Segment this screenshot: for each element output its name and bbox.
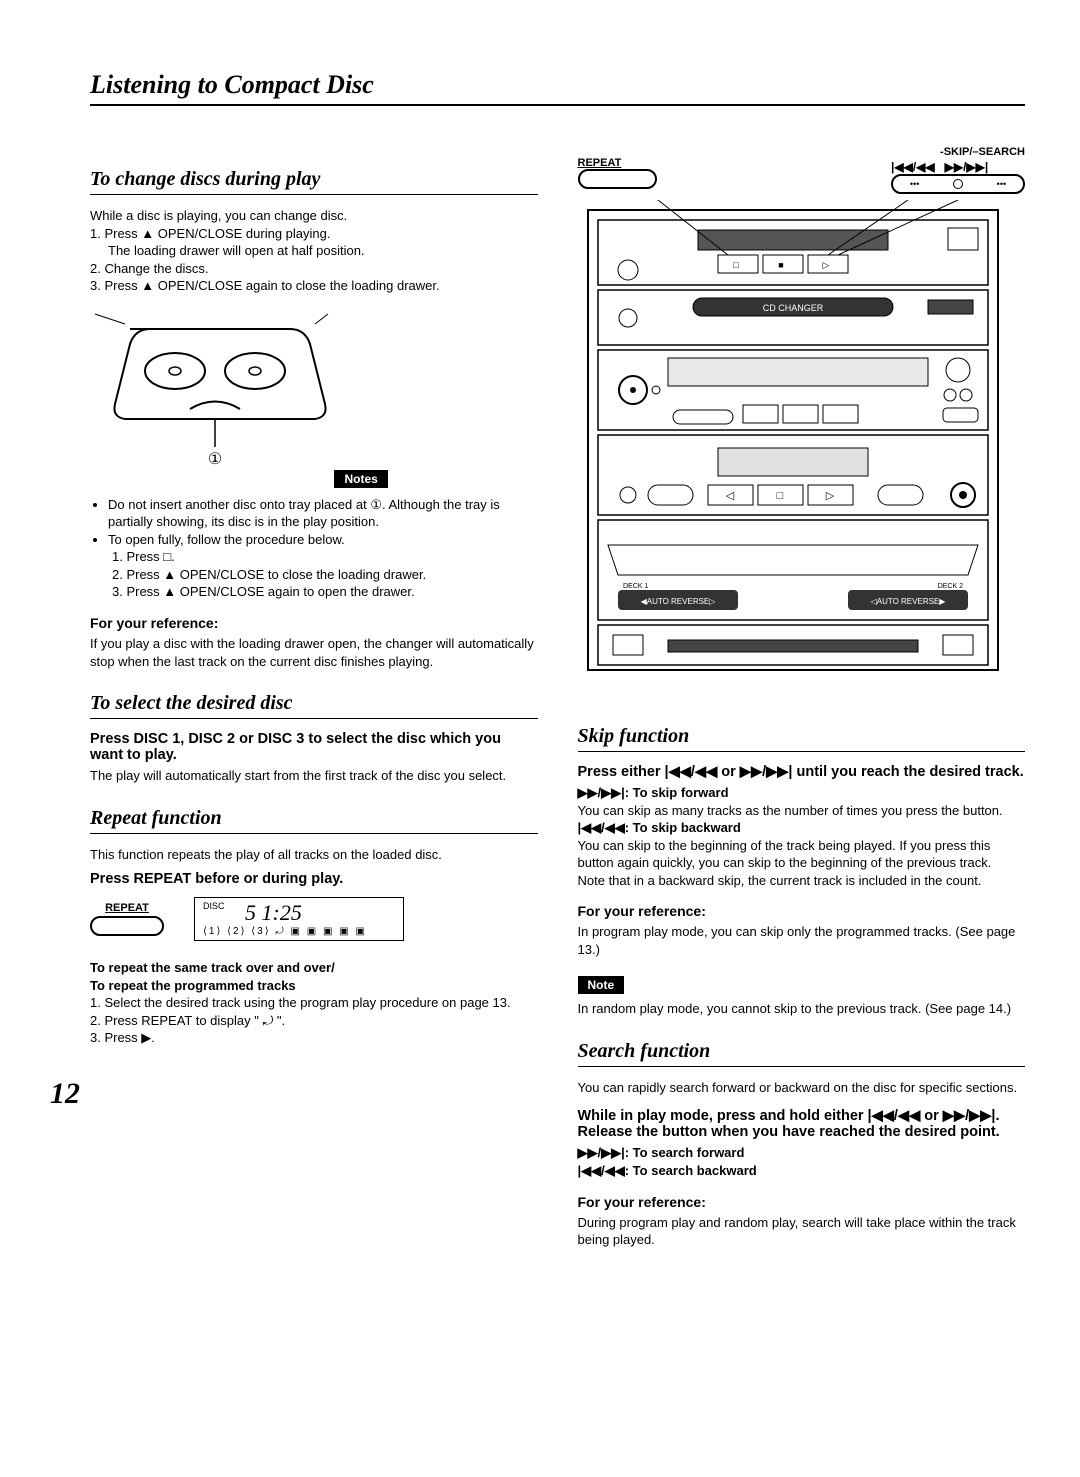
note-sub: 3. Press ▲ OPEN/CLOSE again to open the …: [112, 583, 538, 601]
heading-repeat: Repeat function: [90, 807, 538, 834]
dots-icon: •••: [910, 179, 919, 189]
text: If you play a disc with the loading draw…: [90, 635, 538, 670]
text: In program play mode, you can skip only …: [578, 923, 1026, 958]
heading-skip: Skip function: [578, 725, 1026, 752]
notes-label: Notes: [334, 470, 387, 488]
label: ▶▶/▶▶|: To search forward: [578, 1144, 1026, 1162]
text: You can skip to the beginning of the tra…: [578, 837, 1026, 872]
label: ▶▶/▶▶|: To skip forward: [578, 784, 1026, 802]
svg-text:◁AUTO REVERSE▶: ◁AUTO REVERSE▶: [870, 597, 946, 606]
text: You can rapidly search forward or backwa…: [578, 1079, 1026, 1097]
text: During program play and random play, sea…: [578, 1214, 1026, 1249]
svg-text:□: □: [733, 260, 739, 270]
sub-heading: To repeat the same track over and over/: [90, 959, 538, 977]
text: Note that in a backward skip, the curren…: [578, 872, 1026, 890]
step: 2. Press REPEAT to display " ⤾ ".: [90, 1012, 538, 1030]
top-button-row: REPEAT -SKIP/–SEARCH |◀◀/◀◀ ▶▶/▶▶| ••• •…: [578, 146, 1026, 194]
svg-text:DECK 1: DECK 1: [623, 583, 648, 590]
skip-search-label: -SKIP/–SEARCH: [891, 146, 1025, 158]
instruction: Press DISC 1, DISC 2 or DISC 3 to select…: [90, 731, 538, 763]
dots-icon: •••: [997, 179, 1006, 189]
ref-heading: For your reference:: [578, 903, 1026, 919]
note-sub: 1. Press □.: [112, 548, 538, 566]
left-column: To change discs during play While a disc…: [90, 146, 538, 1249]
circle-one: ①: [208, 451, 222, 468]
step: 2. Change the discs.: [90, 260, 538, 278]
repeat-label: REPEAT: [578, 157, 657, 169]
lcd-digits: 5 1:25: [245, 900, 302, 926]
page-title: Listening to Compact Disc: [90, 70, 1025, 106]
instruction: While in play mode, press and hold eithe…: [578, 1108, 1026, 1140]
note-item: To open fully, follow the procedure belo…: [108, 531, 538, 601]
label: |◀◀/◀◀: To skip backward: [578, 819, 1026, 837]
lcd-icons: ⟨1⟩ ⟨2⟩ ⟨3⟩ ⤾ ▣ ▣ ▣ ▣ ▣: [203, 926, 367, 937]
svg-text:▷: ▷: [822, 260, 829, 270]
svg-text:◀AUTO REVERSE▷: ◀AUTO REVERSE▷: [640, 597, 716, 606]
svg-text:■: ■: [778, 260, 783, 270]
sub-heading: To repeat the programmed tracks: [90, 977, 538, 995]
text: In random play mode, you cannot skip to …: [578, 1000, 1026, 1018]
stereo-system-figure: □ ■ ▷ CD CHANGER: [578, 200, 1008, 680]
heading-search: Search function: [578, 1040, 1026, 1067]
note-sub: 2. Press ▲ OPEN/CLOSE to close the loadi…: [112, 566, 538, 584]
note-item: Do not insert another disc onto tray pla…: [108, 496, 538, 531]
instruction: Press either |◀◀/◀◀ or ▶▶/▶▶| until you …: [578, 764, 1026, 780]
repeat-button-figure: REPEAT: [90, 902, 164, 936]
ref-heading: For your reference:: [90, 615, 538, 631]
label: |◀◀/◀◀: To search backward: [578, 1162, 1026, 1180]
step: 1. Select the desired track using the pr…: [90, 994, 538, 1012]
step: 1. Press ▲ OPEN/CLOSE during playing.: [90, 225, 538, 243]
page-number: 12: [50, 1077, 538, 1111]
right-column: REPEAT -SKIP/–SEARCH |◀◀/◀◀ ▶▶/▶▶| ••• •…: [578, 146, 1026, 1249]
step: 3. Press ▲ OPEN/CLOSE again to close the…: [90, 277, 538, 295]
svg-text:▷: ▷: [825, 490, 834, 502]
svg-text:◁: ◁: [725, 490, 734, 502]
heading-change-discs: To change discs during play: [90, 168, 538, 195]
text: This function repeats the play of all tr…: [90, 846, 538, 864]
lcd-display: DISC 5 1:25 ⟨1⟩ ⟨2⟩ ⟨3⟩ ⤾ ▣ ▣ ▣ ▣ ▣: [194, 897, 404, 941]
svg-text:□: □: [776, 490, 783, 502]
text: While a disc is playing, you can change …: [90, 207, 538, 225]
svg-text:CD CHANGER: CD CHANGER: [762, 303, 823, 313]
note-label: Note: [578, 976, 625, 994]
heading-select-disc: To select the desired disc: [90, 692, 538, 719]
instruction: Press REPEAT before or during play.: [90, 871, 538, 887]
skip-back-label: |◀◀/◀◀: [891, 160, 935, 174]
text: You can skip as many tracks as the numbe…: [578, 802, 1026, 820]
disc-tray-figure: ①: [90, 309, 330, 469]
text: The play will automatically start from t…: [90, 767, 538, 785]
ref-heading: For your reference:: [578, 1194, 1026, 1210]
step-sub: The loading drawer will open at half pos…: [108, 242, 538, 260]
svg-text:DECK 2: DECK 2: [937, 583, 962, 590]
skip-fwd-label: ▶▶/▶▶|: [945, 160, 989, 174]
step: 3. Press ▶.: [90, 1029, 538, 1047]
